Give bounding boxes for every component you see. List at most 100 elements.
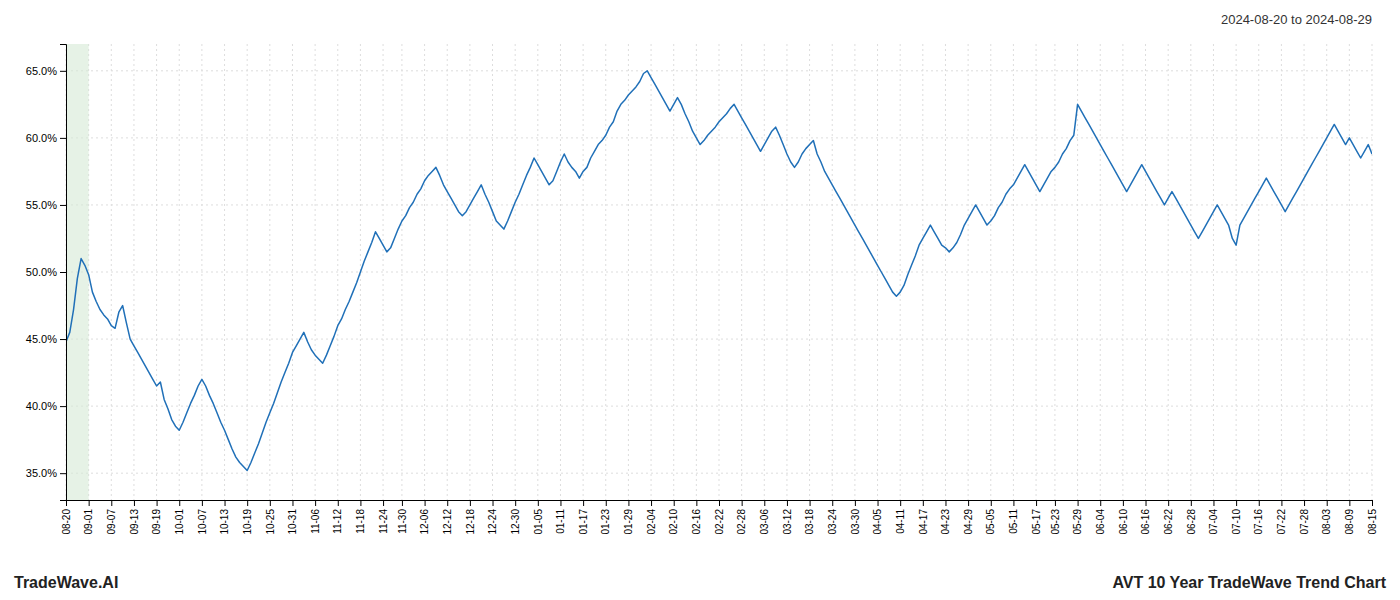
y-tick-mark [60,272,66,273]
x-tick-mark [89,500,90,506]
x-tick-mark [719,500,720,506]
x-tick-label: 01-05 [533,509,544,535]
x-tick-mark [360,500,361,506]
x-axis: 08-2009-0109-0709-1309-1910-0110-0710-13… [61,500,1378,535]
x-tick: 04-11 [895,500,906,534]
x-tick: 09-01 [83,500,94,535]
x-tick-label: 07-22 [1276,509,1287,535]
x-tick-mark [606,500,607,506]
x-tick-label: 11-24 [378,509,389,534]
x-tick-mark [628,500,629,506]
grid-line-y [66,473,1372,474]
y-tick: 35.0% [26,467,66,479]
x-tick-label: 07-10 [1231,509,1242,535]
x-tick: 05-17 [1031,500,1042,535]
x-tick-label: 06-28 [1186,509,1197,535]
y-tick: 45.0% [26,333,66,345]
x-tick: 10-19 [242,500,253,535]
x-tick-mark [696,500,697,506]
x-tick-mark [1168,500,1169,506]
x-tick-mark [1349,500,1350,506]
y-tick-mark [60,205,66,206]
x-tick: 09-07 [106,500,117,535]
grid-line-x [1304,44,1305,500]
x-tick-label: 11-30 [397,509,408,534]
x-tick: 05-23 [1050,500,1061,535]
x-tick-mark [1191,500,1192,506]
x-tick-mark [447,500,448,506]
x-tick-label: 09-19 [151,509,162,535]
x-tick-label: 12-06 [419,509,430,535]
grid-line-x [968,44,969,500]
x-tick-label: 08-20 [61,509,72,535]
grid-line-x [447,44,448,500]
x-tick: 10-07 [197,500,208,535]
x-tick-mark [651,500,652,506]
x-tick: 07-22 [1276,500,1287,535]
x-tick-label: 12-18 [465,509,476,535]
grid-line-x [201,44,202,500]
x-tick-mark [157,500,158,506]
x-tick-mark [1213,500,1214,506]
x-tick: 06-16 [1140,500,1151,535]
x-tick-mark [1304,500,1305,506]
grid-line-x [1258,44,1259,500]
x-tick-mark [1236,500,1237,506]
x-tick-label: 02-22 [714,509,725,535]
grid-line-x [1145,44,1146,500]
x-tick-label: 01-17 [578,509,589,535]
grid-line-x [719,44,720,500]
x-tick: 07-16 [1253,500,1264,535]
grid-line-x [832,44,833,500]
grid-line-x [133,44,134,500]
grid-line-x [469,44,470,500]
x-tick-mark [1036,500,1037,506]
x-tick: 09-19 [151,500,162,535]
grid-line-x [990,44,991,500]
x-tick-mark [179,500,180,506]
x-tick-mark [855,500,856,506]
y-tick-mark [60,71,66,72]
line-group [66,71,1372,471]
x-tick: 01-29 [623,500,634,535]
y-tick-label: 60.0% [26,132,57,144]
x-tick-label: 06-10 [1118,509,1129,535]
x-tick: 01-05 [533,500,544,535]
grid-line-x [156,44,157,500]
grid-line-x [877,44,878,500]
x-tick-mark [900,500,901,506]
x-tick-label: 05-17 [1031,509,1042,535]
y-tick-label: 55.0% [26,199,57,211]
y-tick-mark [60,406,66,407]
x-tick-label: 04-05 [872,509,883,535]
x-tick: 05-29 [1072,500,1083,535]
x-tick-label: 09-07 [106,509,117,535]
x-tick: 11-18 [355,500,366,534]
x-tick-label: 02-10 [668,509,679,535]
line [66,71,1372,471]
x-tick-label: 04-23 [940,509,951,535]
x-tick-mark [202,500,203,506]
x-tick-label: 06-04 [1095,509,1106,535]
y-axis: 35.0%40.0%45.0%50.0%55.0%60.0%65.0% [26,45,67,501]
x-tick-label: 04-11 [895,509,906,534]
subtitle: 2024-08-20 to 2024-08-29 [1221,12,1372,27]
grid-line-x [922,44,923,500]
grid-line-x [337,44,338,500]
x-tick-mark [945,500,946,506]
x-tick: 10-25 [265,500,276,535]
x-tick: 03-18 [804,500,815,535]
y-tick-label: 45.0% [26,333,57,345]
chart-container: 08-2009-0109-0709-1309-1910-0110-0710-13… [0,0,1400,600]
x-tick-label: 03-24 [827,509,838,535]
x-tick-label: 05-29 [1072,509,1083,535]
x-tick-label: 10-19 [242,509,253,535]
x-tick: 01-11 [555,500,566,534]
x-tick-mark [338,500,339,506]
x-tick-mark [493,500,494,506]
x-tick: 03-06 [759,500,770,535]
grid-line-x [764,44,765,500]
x-tick: 08-03 [1321,500,1332,535]
grid-line-x [424,44,425,500]
grid-line-x [383,44,384,500]
